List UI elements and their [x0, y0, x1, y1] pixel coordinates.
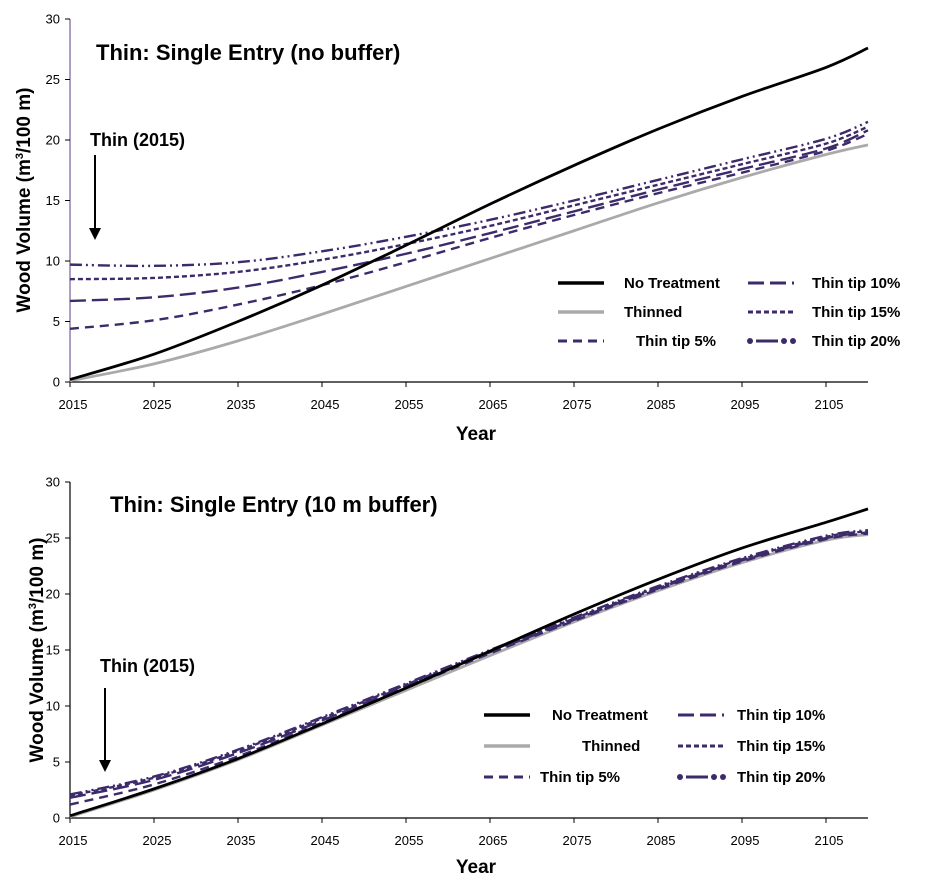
legend-swatch-dot	[781, 338, 787, 344]
y-tick-label: 10	[46, 254, 60, 269]
thin-arrow-head	[99, 760, 111, 772]
legend-label: Thin tip 10%	[812, 275, 900, 292]
legend-label: Thin tip 15%	[812, 304, 900, 321]
x-tick-label: 2105	[815, 397, 844, 412]
series-line-thin-tip-10	[69, 129, 869, 303]
x-tick-label: 2075	[563, 833, 592, 848]
x-tick-label: 2065	[479, 833, 508, 848]
thin-annotation: Thin (2015)	[100, 656, 195, 676]
x-axis-title: Year	[456, 424, 497, 445]
series-line-thinned	[69, 143, 869, 383]
x-tick-label: 2075	[563, 397, 592, 412]
y-axis-title-part: /100 m)	[27, 537, 48, 602]
x-axis-title: Year	[456, 857, 497, 876]
x-tick-label: 2105	[815, 833, 844, 848]
legend-swatch-dot	[790, 338, 796, 344]
y-axis-title-superscript: 3	[14, 153, 26, 159]
y-axis-title-part: Wood Volume (m	[27, 609, 48, 762]
y-tick-label: 0	[53, 375, 60, 390]
legend-label: No Treatment	[624, 275, 720, 292]
x-tick-label: 2055	[395, 397, 424, 412]
y-tick-label: 15	[46, 193, 60, 208]
x-tick-label: 2015	[59, 397, 88, 412]
x-tick-label: 2085	[647, 397, 676, 412]
series-line-no-treatment	[69, 46, 869, 381]
y-tick-label: 25	[46, 531, 60, 546]
legend-label: Thin tip 5%	[540, 769, 620, 786]
x-tick-label: 2025	[143, 397, 172, 412]
x-tick-label: 2065	[479, 397, 508, 412]
series-line-thin-tip-5	[69, 132, 869, 330]
legend-label: Thin tip 10%	[737, 707, 825, 724]
series-line-thin-tip-20	[69, 528, 869, 796]
y-tick-label: 0	[53, 811, 60, 826]
chart-title: Thin: Single Entry (no buffer)	[96, 40, 400, 65]
x-tick-label: 2045	[311, 833, 340, 848]
legend-label: Thin tip 20%	[812, 333, 900, 350]
y-tick-label: 25	[46, 72, 60, 87]
legend-label: No Treatment	[552, 707, 648, 724]
legend-label: Thinned	[582, 738, 640, 755]
y-axis-title-superscript: 3	[27, 603, 39, 609]
series-line-no-treatment	[69, 507, 869, 818]
legend-label: Thin tip 20%	[737, 769, 825, 786]
x-tick-label: 2025	[143, 833, 172, 848]
x-tick-label: 2095	[731, 397, 760, 412]
y-tick-label: 15	[46, 643, 60, 658]
y-tick-label: 30	[46, 475, 60, 490]
y-axis-title: Wood Volume (m3/100 m)	[27, 537, 48, 762]
thin-annotation: Thin (2015)	[90, 130, 185, 150]
legend-label: Thin tip 15%	[737, 738, 825, 755]
series-line-thin-tip-5	[69, 532, 869, 806]
y-tick-label: 20	[46, 133, 60, 148]
y-tick-label: 20	[46, 587, 60, 602]
x-tick-label: 2085	[647, 833, 676, 848]
legend-swatch-dot	[677, 774, 683, 780]
chart-title: Thin: Single Entry (10 m buffer)	[110, 492, 438, 517]
y-tick-label: 10	[46, 699, 60, 714]
y-tick-label: 30	[46, 12, 60, 27]
x-tick-label: 2045	[311, 397, 340, 412]
legend-swatch-dot	[720, 774, 726, 780]
x-tick-label: 2095	[731, 833, 760, 848]
thin-arrow-head	[89, 228, 101, 240]
y-tick-label: 5	[53, 755, 60, 770]
series-line-thin-tip-15	[69, 125, 869, 281]
y-axis-title: Wood Volume (m3/100 m)	[14, 87, 35, 312]
legend-swatch-dot	[747, 338, 753, 344]
series-line-thin-tip-20	[69, 120, 869, 268]
legend-swatch-dot	[711, 774, 717, 780]
y-axis-title-part: Wood Volume (m	[14, 159, 35, 312]
y-axis-title-part: /100 m)	[14, 87, 35, 152]
legend-label: Thin tip 5%	[636, 333, 716, 350]
y-tick-label: 5	[53, 314, 60, 329]
x-tick-label: 2035	[227, 833, 256, 848]
x-tick-label: 2055	[395, 833, 424, 848]
x-tick-label: 2015	[59, 833, 88, 848]
legend-label: Thinned	[624, 304, 682, 321]
x-tick-label: 2035	[227, 397, 256, 412]
